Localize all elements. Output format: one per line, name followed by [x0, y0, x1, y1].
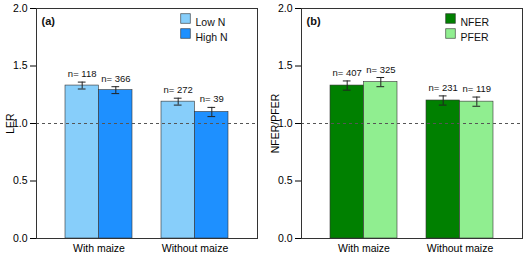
svg-text:PFER: PFER [461, 31, 489, 43]
svg-text:LER: LER [4, 113, 16, 134]
svg-text:NFER/PFER: NFER/PFER [269, 93, 281, 153]
svg-text:1.0: 1.0 [277, 116, 293, 129]
svg-text:High N: High N [196, 31, 228, 43]
svg-text:Low N: Low N [196, 16, 226, 28]
svg-text:0.0: 0.0 [278, 232, 293, 244]
svg-text:1.5: 1.5 [13, 59, 28, 71]
svg-text:0.0: 0.0 [13, 232, 28, 244]
svg-text:(b): (b) [307, 15, 321, 27]
svg-text:0.5: 0.5 [278, 174, 293, 186]
svg-text:Without maize: Without maize [427, 242, 494, 254]
svg-text:n= 39: n= 39 [200, 93, 224, 104]
svg-text:n= 272: n= 272 [164, 84, 193, 95]
svg-text:0.5: 0.5 [13, 174, 28, 186]
svg-text:n= 118: n= 118 [68, 68, 97, 79]
svg-text:1.5: 1.5 [278, 59, 293, 71]
svg-text:2.0: 2.0 [278, 2, 293, 14]
svg-text:With maize: With maize [73, 242, 125, 254]
svg-text:n= 366: n= 366 [101, 73, 130, 84]
svg-text:Without maize: Without maize [162, 242, 229, 254]
svg-text:n= 407: n= 407 [333, 67, 362, 78]
svg-text:n= 119: n= 119 [463, 83, 492, 94]
svg-text:n= 231: n= 231 [429, 82, 458, 93]
svg-text:2.0: 2.0 [13, 2, 28, 14]
svg-text:With maize: With maize [338, 242, 390, 254]
svg-text:NFER: NFER [461, 16, 490, 28]
svg-text:(a): (a) [42, 15, 56, 27]
svg-text:1.0: 1.0 [12, 116, 28, 129]
svg-text:n= 325: n= 325 [366, 64, 395, 75]
